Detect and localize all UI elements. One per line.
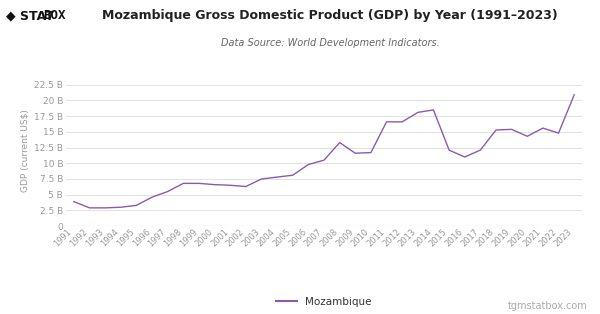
Legend: Mozambique: Mozambique [272,293,376,311]
Text: Mozambique Gross Domestic Product (GDP) by Year (1991–2023): Mozambique Gross Domestic Product (GDP) … [102,9,558,22]
Text: ◆ STAT: ◆ STAT [6,9,54,22]
Text: tgmstatbox.com: tgmstatbox.com [508,301,588,311]
Text: BOX: BOX [43,9,65,22]
Y-axis label: GDP (current US$): GDP (current US$) [21,109,30,192]
Text: Data Source: World Development Indicators.: Data Source: World Development Indicator… [221,38,439,48]
